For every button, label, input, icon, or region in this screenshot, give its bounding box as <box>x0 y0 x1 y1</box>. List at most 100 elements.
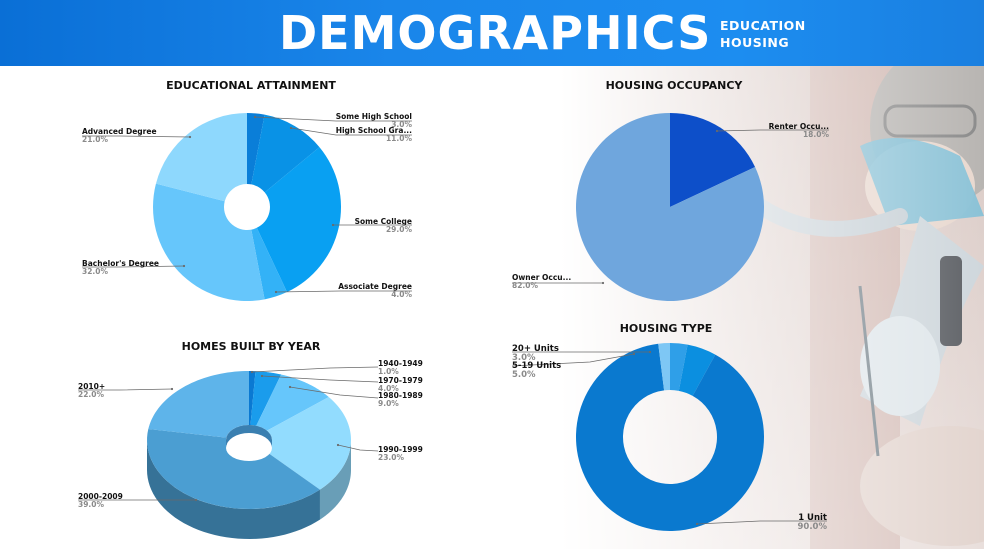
slice-2010 <box>148 371 249 438</box>
value-renter-occu: 18.0% <box>803 130 830 139</box>
leader-dot <box>188 135 192 139</box>
leader-line <box>511 353 635 367</box>
slice-associate-degree <box>251 227 288 300</box>
slice-some-college <box>256 147 342 293</box>
label-associate-degree: Associate Degree <box>338 282 412 291</box>
value-bachelor-s-degree: 32.0% <box>82 267 109 276</box>
value-1940-1949: 1.0% <box>378 367 399 376</box>
leader-line <box>716 129 829 132</box>
leader-line <box>696 520 827 525</box>
leader-dot <box>331 223 335 227</box>
label-bachelor-s-degree: Bachelor's Degree <box>82 259 159 268</box>
leader-dot <box>715 129 719 133</box>
leader-dot <box>194 498 198 502</box>
slice-1970-1979 <box>250 371 282 426</box>
leader-line <box>337 444 379 452</box>
value-2000-2009: 39.0% <box>78 500 105 509</box>
chart-title: EDUCATIONAL ATTAINMENT <box>166 79 336 92</box>
label-high-school-gra: High School Gra... <box>336 126 412 135</box>
label-2010: 2010+ <box>78 382 105 391</box>
leader-dot <box>289 126 293 130</box>
chart-title: HOUSING TYPE <box>620 322 713 335</box>
leader-dot <box>182 264 186 268</box>
leader-dot <box>170 387 174 391</box>
label-some-high-school: Some High School <box>336 112 412 121</box>
subtitle-housing: HOUSING <box>720 35 790 50</box>
slice-bachelor-s-degree <box>153 183 265 301</box>
label-1-unit: 1 Unit <box>798 513 827 523</box>
leader-line <box>289 386 379 399</box>
leader-line <box>82 135 191 138</box>
label-2000-2009: 2000-2009 <box>78 492 123 501</box>
leader-line <box>251 366 379 373</box>
slice-20-units <box>670 343 688 391</box>
leader-dot <box>632 352 636 356</box>
slice-1980-1989 <box>256 374 329 431</box>
slice-some-high-school <box>247 113 265 185</box>
leader-line <box>78 388 173 391</box>
value-1970-1979: 4.0% <box>378 384 399 393</box>
slice-1990-1999 <box>265 396 351 490</box>
leader-dot <box>253 115 257 119</box>
header-banner: DEMOGRAPHICS EDUCATION HOUSING <box>0 0 984 66</box>
value-owner-occu: 82.0% <box>512 281 539 290</box>
leader-line <box>275 290 412 293</box>
value-some-college: 29.0% <box>386 225 413 234</box>
chart-homes-built-by-year: HOMES BUILT BY YEAR 1940-19491.0%1970-197… <box>78 340 423 539</box>
label-1940-1949: 1940-1949 <box>378 359 423 368</box>
value-1-unit: 90.0% <box>798 522 828 532</box>
slice-1-unit <box>576 343 764 531</box>
leader-dot <box>695 522 699 526</box>
label-1980-1989: 1980-1989 <box>378 391 423 400</box>
wall-1990-1999 <box>319 440 351 520</box>
value-advanced-degree: 21.0% <box>82 135 109 144</box>
value-high-school-gra: 11.0% <box>386 134 413 143</box>
hole <box>226 435 272 461</box>
label-20-units: 20+ Units <box>512 344 559 354</box>
leader-dot <box>336 443 340 447</box>
subtitle-block: EDUCATION HOUSING <box>720 17 806 51</box>
chart-title: HOUSING OCCUPANCY <box>606 79 744 92</box>
leader-dot <box>260 374 264 378</box>
leader-dot <box>601 281 605 285</box>
label-5-19-units: 5-19 Units <box>512 361 561 371</box>
leader-dot <box>250 370 254 374</box>
leader-dot <box>648 350 652 354</box>
slice-renter-occu <box>670 113 756 207</box>
value-some-high-school: 3.0% <box>391 120 412 129</box>
slice-5-19-units <box>678 344 716 396</box>
slice-high-school-gra <box>251 114 320 193</box>
chart-housing-occupancy: HOUSING OCCUPANCY Renter Occu...18.0% Owne… <box>512 79 829 301</box>
label-owner-occu: Owner Occu... <box>512 273 571 282</box>
page-title: DEMOGRAPHICS <box>279 6 712 60</box>
slice-owner-occu <box>576 113 764 301</box>
label-renter-occu: Renter Occu... <box>769 122 829 131</box>
slice-1940-1949 <box>249 371 256 426</box>
wall-2000-2009 <box>147 440 320 539</box>
leader-line <box>82 265 185 268</box>
value-20-units: 3.0% <box>512 353 536 363</box>
label-1970-1979: 1970-1979 <box>378 376 423 385</box>
value-1980-1989: 9.0% <box>378 399 399 408</box>
label-advanced-degree: Advanced Degree <box>82 127 157 136</box>
slice-2000-2009 <box>147 428 320 509</box>
leader-line <box>254 116 412 122</box>
value-5-19-units: 5.0% <box>512 370 536 380</box>
leader-dot <box>274 290 278 294</box>
slice-advanced-degree <box>155 113 247 202</box>
chart-title: HOMES BUILT BY YEAR <box>182 340 321 353</box>
label-1990-1999: 1990-1999 <box>378 445 423 454</box>
value-associate-degree: 4.0% <box>391 290 412 299</box>
leader-dot <box>288 385 292 389</box>
leader-line <box>261 375 379 383</box>
chart-educational-attainment: EDUCATIONAL ATTAINMENT Some High School3.… <box>82 79 412 301</box>
slice-remainder <box>658 343 670 391</box>
leader-line <box>290 127 412 136</box>
value-1990-1999: 23.0% <box>378 453 405 462</box>
subtitle-education: EDUCATION <box>720 18 806 33</box>
value-2010: 22.0% <box>78 390 105 399</box>
hole-wall <box>226 425 272 448</box>
label-some-college: Some College <box>355 217 412 226</box>
